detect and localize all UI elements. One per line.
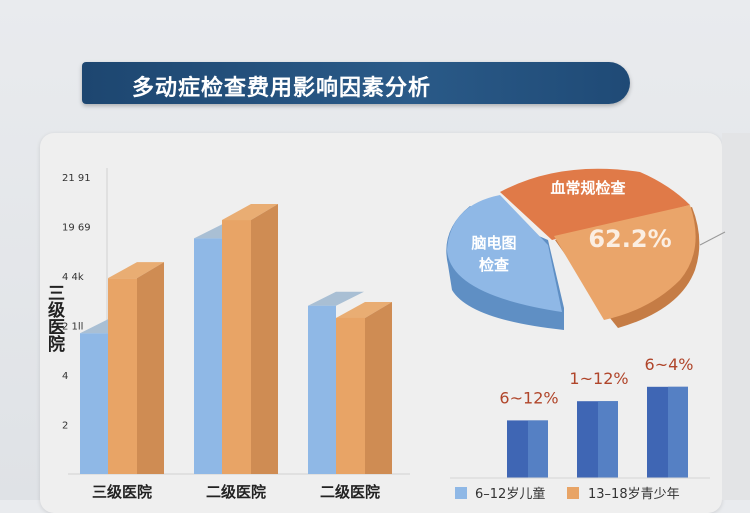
legend-label: 6–12岁儿童 [475, 486, 545, 500]
category-label: 二级医院 [206, 483, 266, 500]
y-tick-label: 4 [62, 371, 68, 382]
bar-top [222, 204, 278, 221]
bar-data-label: 6~4% [645, 355, 694, 374]
bar-6-12 [308, 305, 336, 474]
y-tick-label: 4 4k [62, 272, 84, 283]
chart-canvas: 21 91 19 69 4 4k 2 1ll 4 2 三级医院 二级医院 二级医院 血常规检查… [62, 168, 726, 500]
title-banner: 多动症检查费用影响因素分析 [82, 62, 630, 104]
bar-side [137, 262, 164, 474]
pie-data-label: 62.2% [588, 225, 671, 253]
pie-leader-line [699, 231, 726, 246]
pie-slice-blood [500, 168, 690, 240]
bar-6-12 [80, 333, 108, 474]
legend-swatch [455, 487, 467, 499]
bar-top [336, 301, 392, 318]
bar-side [365, 301, 392, 474]
pie-slice-brain [447, 195, 562, 312]
pie-label: 脑电图 [471, 234, 516, 252]
bar-13-18 [222, 220, 251, 474]
bar-highlight [668, 386, 688, 478]
bar-13-18 [336, 317, 365, 474]
bar-data-label: 6~12% [499, 388, 558, 407]
category-label: 二级医院 [320, 483, 380, 500]
bar-6-12 [194, 238, 222, 474]
y-tick-label: 2 [62, 421, 68, 432]
bar-data-label: 1~12% [569, 369, 628, 388]
legend-swatch [567, 487, 579, 499]
side-strip [722, 133, 750, 500]
legend-label: 13–18岁青少年 [588, 487, 680, 500]
bar-highlight [598, 401, 618, 478]
y-tick-label: 21 91 [62, 173, 91, 184]
y-tick-label: 2 1ll [62, 322, 83, 333]
y-tick-label: 19 69 [62, 223, 91, 234]
pie-label: 血常规检查 [550, 179, 626, 197]
page-title: 多动症检查费用影响因素分析 [132, 76, 432, 101]
pie-slice-other [554, 205, 696, 320]
y-axis-label: 三级医院 [44, 284, 64, 352]
pie-label: 检查 [479, 256, 510, 274]
bar-top [108, 262, 164, 279]
bar-side [251, 204, 278, 474]
bar-top [308, 291, 364, 306]
bar-13-18 [108, 278, 137, 474]
bar-highlight [528, 420, 548, 478]
category-label: 三级医院 [92, 483, 152, 500]
